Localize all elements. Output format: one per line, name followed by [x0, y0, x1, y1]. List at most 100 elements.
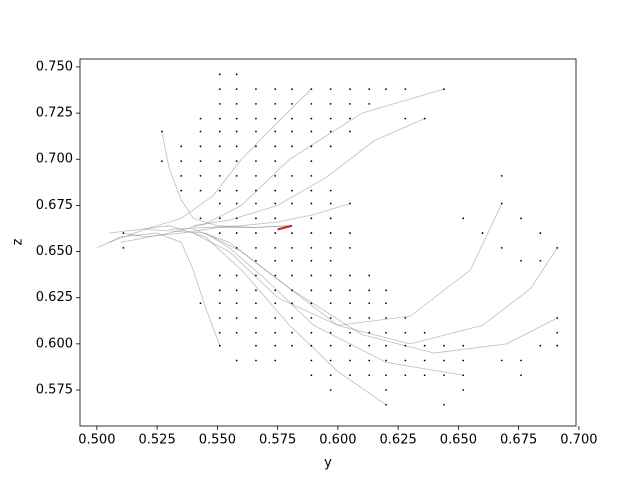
grid-point	[274, 302, 277, 305]
grid-point	[180, 160, 183, 162]
grid-point	[291, 331, 293, 334]
grid-point	[255, 259, 257, 262]
grid-point	[235, 317, 238, 319]
trajectory	[120, 88, 445, 243]
grid-point	[329, 117, 332, 120]
grid-point	[218, 317, 221, 319]
y-tick-label: 0.650	[36, 244, 73, 259]
grid-point	[255, 130, 257, 133]
grid-point	[291, 317, 293, 319]
grid-point	[180, 145, 183, 148]
grid-point	[520, 374, 522, 377]
grid-point	[329, 130, 332, 133]
plot-frame	[79, 58, 577, 427]
grid-point	[199, 189, 202, 192]
grid-point	[462, 374, 465, 377]
grid-point	[329, 232, 332, 234]
grid-point	[349, 302, 351, 305]
grid-point	[404, 344, 407, 347]
grid-point	[255, 359, 257, 362]
grid-point	[329, 331, 332, 334]
grid-point	[329, 189, 332, 192]
grid-point	[274, 359, 277, 362]
grid-point	[274, 289, 277, 292]
grid-point	[310, 160, 313, 162]
grid-point	[218, 302, 221, 305]
grid-point	[235, 302, 238, 305]
grid-point	[291, 145, 293, 148]
y-tick-label: 0.675	[36, 198, 73, 213]
x-tick-label: 0.575	[259, 433, 296, 448]
x-tick-label: 0.700	[560, 433, 597, 448]
grid-point	[291, 289, 293, 292]
grid-point	[310, 317, 313, 319]
grid-point	[500, 359, 503, 362]
grid-point	[161, 160, 163, 162]
grid-point	[500, 246, 503, 249]
grid-point	[291, 259, 293, 262]
grid-point	[218, 217, 221, 220]
grid-point	[122, 232, 125, 234]
grid-point	[235, 202, 238, 205]
grid-point	[349, 102, 351, 105]
grid-point	[310, 130, 313, 133]
grid-point	[255, 302, 257, 305]
grid-point	[329, 217, 332, 220]
grid-point	[218, 202, 221, 205]
grid-point	[385, 374, 387, 377]
grid-point	[310, 302, 313, 305]
grid-point	[310, 274, 313, 277]
grid-point	[310, 259, 313, 262]
grid-point	[310, 246, 313, 249]
grid-point	[520, 217, 522, 220]
grid-point	[404, 117, 407, 120]
grid-point	[385, 289, 387, 292]
grid-point	[539, 344, 542, 347]
trajectory	[193, 118, 425, 227]
grid-point	[329, 289, 332, 292]
grid-point	[199, 145, 202, 148]
grid-point	[310, 217, 313, 220]
grid-point	[291, 88, 293, 90]
grid-point	[349, 344, 351, 347]
grid-point	[274, 232, 277, 234]
grid-point	[385, 403, 387, 406]
grid-point	[349, 374, 351, 377]
grid-point	[404, 88, 407, 90]
grid-point	[291, 246, 293, 249]
y-axis-label: z	[11, 238, 26, 245]
trajectory	[108, 88, 312, 243]
grid-point	[443, 344, 445, 347]
grid-point	[199, 130, 202, 133]
grid-point	[385, 331, 387, 334]
x-tick-label: 0.525	[139, 433, 176, 448]
grid-point	[329, 317, 332, 319]
x-tick-label: 0.625	[380, 433, 417, 448]
grid-point	[368, 289, 371, 292]
grid-point	[218, 145, 221, 148]
grid-point	[368, 374, 371, 377]
grid-point	[310, 102, 313, 105]
grid-point	[235, 359, 238, 362]
grid-point	[255, 331, 257, 334]
grid-point	[329, 274, 332, 277]
grid-point	[349, 359, 351, 362]
grid-point	[310, 117, 313, 120]
grid-point	[329, 259, 332, 262]
grid-point	[423, 374, 426, 377]
grid-point	[423, 359, 426, 362]
grid-point	[310, 88, 313, 90]
grid-point	[161, 130, 163, 133]
grid-point	[218, 160, 221, 162]
grid-point	[274, 202, 277, 205]
grid-point	[385, 389, 387, 391]
grid-point	[235, 174, 238, 177]
grid-point	[443, 374, 445, 377]
grid-point	[255, 202, 257, 205]
grid-point	[255, 145, 257, 148]
grid-point	[329, 202, 332, 205]
grid-point	[255, 160, 257, 162]
grid-point	[329, 88, 332, 90]
